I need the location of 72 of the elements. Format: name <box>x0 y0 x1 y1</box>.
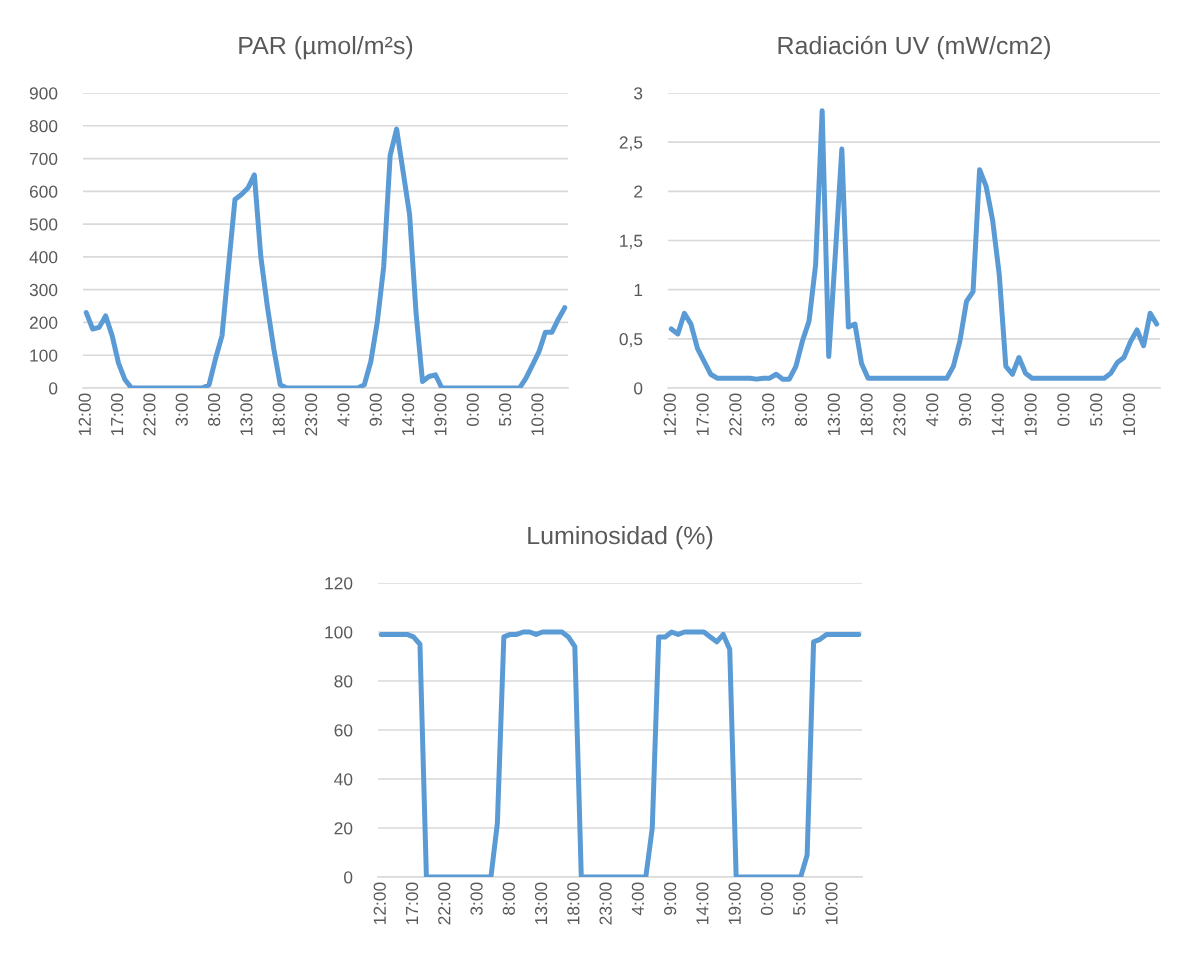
x-tick-label: 5:00 <box>793 882 806 915</box>
y-tick-label: 3 <box>634 87 643 100</box>
y-tick-label: 700 <box>29 152 58 166</box>
x-tick-label: 19:00 <box>728 882 741 924</box>
y-tick-label: 800 <box>29 119 58 133</box>
x-tick-label: 14:00 <box>401 393 415 435</box>
x-tick-label: 23:00 <box>893 393 906 436</box>
y-tick-label: 500 <box>29 218 58 231</box>
x-tick-label: 10:00 <box>825 882 838 924</box>
y-tick-label: 900 <box>29 87 58 100</box>
x-tick-label: 10:00 <box>531 393 544 435</box>
x-tick-label: 13:00 <box>534 882 548 924</box>
x-tick-label: 19:00 <box>434 393 447 435</box>
y-tick-label: 40 <box>334 773 353 786</box>
y-tick-label: 200 <box>29 316 58 329</box>
x-tick-label: 13:00 <box>240 393 253 435</box>
x-tick-label: 3:00 <box>762 393 775 426</box>
y-tick-label: 400 <box>29 251 58 264</box>
x-tick-label: 13:00 <box>827 393 840 435</box>
x-tick-label: 23:00 <box>599 882 612 925</box>
x-tick-label: 12:00 <box>663 393 676 435</box>
y-tick-label: 0 <box>49 382 58 395</box>
x-tick-label: 17:00 <box>696 393 709 435</box>
x-tick-label: 18:00 <box>860 393 873 435</box>
x-tick-label: 0:00 <box>1057 393 1070 426</box>
x-tick-label: 14:00 <box>991 393 1004 435</box>
y-tick-label: 0 <box>634 382 643 395</box>
chart-title: Radiación UV (mW/cm2) <box>778 35 1050 60</box>
x-tick-label: 9:00 <box>369 393 382 426</box>
chart-title: PAR (µmol/m²s) <box>239 35 413 60</box>
x-tick-label: 17:00 <box>110 393 124 435</box>
y-tick-label: 120 <box>325 577 353 590</box>
x-tick-label: 14:00 <box>696 882 709 924</box>
x-tick-label: 8:00 <box>207 393 221 426</box>
x-tick-label: 19:00 <box>1024 393 1037 435</box>
x-tick-label: 18:00 <box>272 393 285 435</box>
x-tick-label: 12:00 <box>78 393 91 435</box>
x-tick-label: 22:00 <box>729 393 742 436</box>
x-tick-label: 5:00 <box>1090 393 1103 426</box>
y-tick-label: 300 <box>29 283 58 297</box>
x-tick-label: 17:00 <box>405 882 419 924</box>
y-tick-label: 0,5 <box>619 333 643 348</box>
y-tick-label: 80 <box>334 675 353 688</box>
y-tick-label: 60 <box>334 724 353 737</box>
x-tick-label: 3:00 <box>470 882 483 915</box>
x-tick-label: 9:00 <box>958 393 972 426</box>
x-tick-label: 0:00 <box>760 882 774 915</box>
x-tick-label: 0:00 <box>466 393 479 426</box>
y-tick-label: 100 <box>325 626 353 639</box>
x-tick-label: 18:00 <box>567 882 580 924</box>
x-tick-label: 5:00 <box>498 393 512 426</box>
y-tick-label: 20 <box>334 822 353 835</box>
x-tick-label: 22:00 <box>143 393 156 436</box>
y-tick-label: 100 <box>30 349 58 362</box>
y-tick-label: 600 <box>29 185 58 198</box>
x-tick-label: 8:00 <box>502 882 515 915</box>
x-tick-label: 9:00 <box>663 882 677 915</box>
x-tick-label: 8:00 <box>794 393 808 426</box>
x-tick-label: 23:00 <box>304 393 318 436</box>
y-tick-label: 0 <box>344 871 353 884</box>
x-tick-label: 22:00 <box>438 882 451 925</box>
x-tick-label: 10:00 <box>1122 393 1136 435</box>
chart-title: Luminosidad (%) <box>528 525 713 550</box>
x-tick-label: 12:00 <box>373 882 386 924</box>
x-tick-label: 3:00 <box>175 393 188 426</box>
x-tick-label: 4:00 <box>926 393 939 427</box>
y-tick-label: 1 <box>634 284 643 296</box>
y-tick-label: 2,5 <box>619 136 643 151</box>
x-tick-label: 4:00 <box>631 882 645 916</box>
x-tick-label: 4:00 <box>337 393 350 427</box>
y-tick-label: 1,5 <box>620 234 643 250</box>
y-tick-label: 2 <box>634 185 643 198</box>
